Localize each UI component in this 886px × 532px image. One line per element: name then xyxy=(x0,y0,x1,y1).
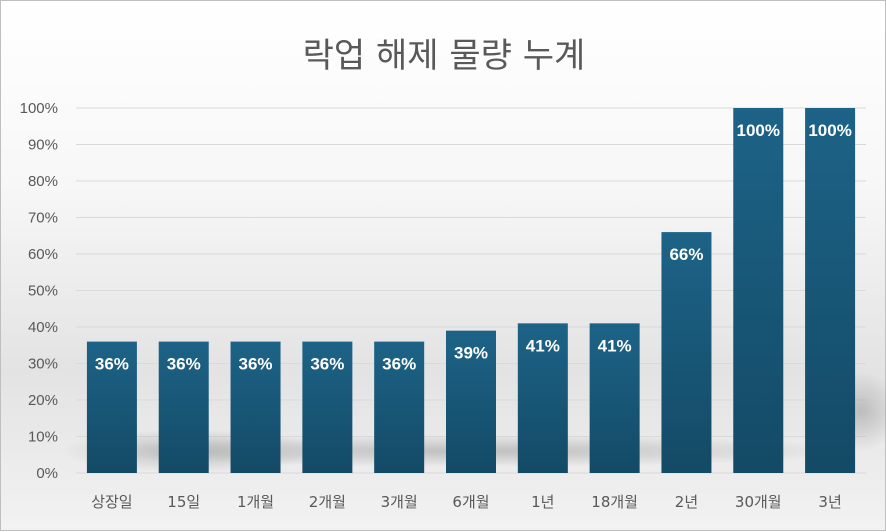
y-tick-label: 20% xyxy=(28,392,58,409)
x-category-label: 15일 xyxy=(167,493,200,511)
data-label: 100% xyxy=(808,121,851,140)
bar xyxy=(302,341,353,473)
chart-title: 락업 해제 물량 누계 xyxy=(303,36,586,76)
data-label: 36% xyxy=(95,355,129,374)
data-label: 100% xyxy=(737,121,780,140)
y-tick-label: 50% xyxy=(28,283,58,300)
bar xyxy=(230,341,281,473)
bar xyxy=(86,341,137,473)
y-tick-label: 70% xyxy=(28,210,58,227)
x-category-label: 3개월 xyxy=(381,493,418,511)
bar xyxy=(589,323,640,473)
data-label: 36% xyxy=(167,355,201,374)
y-axis-ticks: 0% 10% 20% 30% 40% 50% 60% 70% 80% 90% 100% xyxy=(20,100,58,482)
data-label: 66% xyxy=(669,245,703,264)
y-tick-label: 80% xyxy=(28,173,58,190)
y-tick-label: 0% xyxy=(36,465,58,482)
bar xyxy=(374,341,425,473)
x-category-label: 2개월 xyxy=(309,493,346,511)
data-label: 36% xyxy=(239,355,273,374)
data-label: 41% xyxy=(526,336,560,355)
x-category-label: 2년 xyxy=(675,493,698,511)
y-tick-label: 10% xyxy=(28,429,58,446)
bar xyxy=(517,323,568,473)
x-category-label: 6개월 xyxy=(452,493,489,511)
bar xyxy=(733,108,784,473)
data-label: 36% xyxy=(310,355,344,374)
y-tick-label: 40% xyxy=(28,319,58,336)
x-category-label: 1년 xyxy=(531,493,554,511)
x-category-label: 18개월 xyxy=(591,493,638,511)
bar xyxy=(158,341,209,473)
x-category-label: 3년 xyxy=(818,493,841,511)
bar xyxy=(805,108,856,473)
y-tick-label: 90% xyxy=(28,137,58,154)
y-tick-label: 30% xyxy=(28,356,58,373)
bar xyxy=(446,330,496,473)
x-category-label: 1개월 xyxy=(237,493,274,511)
y-tick-label: 60% xyxy=(28,246,58,263)
data-label: 36% xyxy=(382,355,416,374)
x-category-label: 30개월 xyxy=(735,493,782,511)
x-category-label: 상장일 xyxy=(91,493,132,511)
bar xyxy=(661,232,712,473)
data-label: 39% xyxy=(454,344,488,363)
data-label: 41% xyxy=(598,336,632,355)
x-axis-categories: 상장일 15일 1개월 2개월 3개월 6개월 1년 18개월 2년 30개월 3년 xyxy=(91,493,842,511)
data-labels: 36% 36% 36% 36% 36% 39% 41% 41% 66% 100% 100% xyxy=(95,121,852,374)
bars xyxy=(86,108,856,473)
y-tick-label: 100% xyxy=(20,100,58,117)
